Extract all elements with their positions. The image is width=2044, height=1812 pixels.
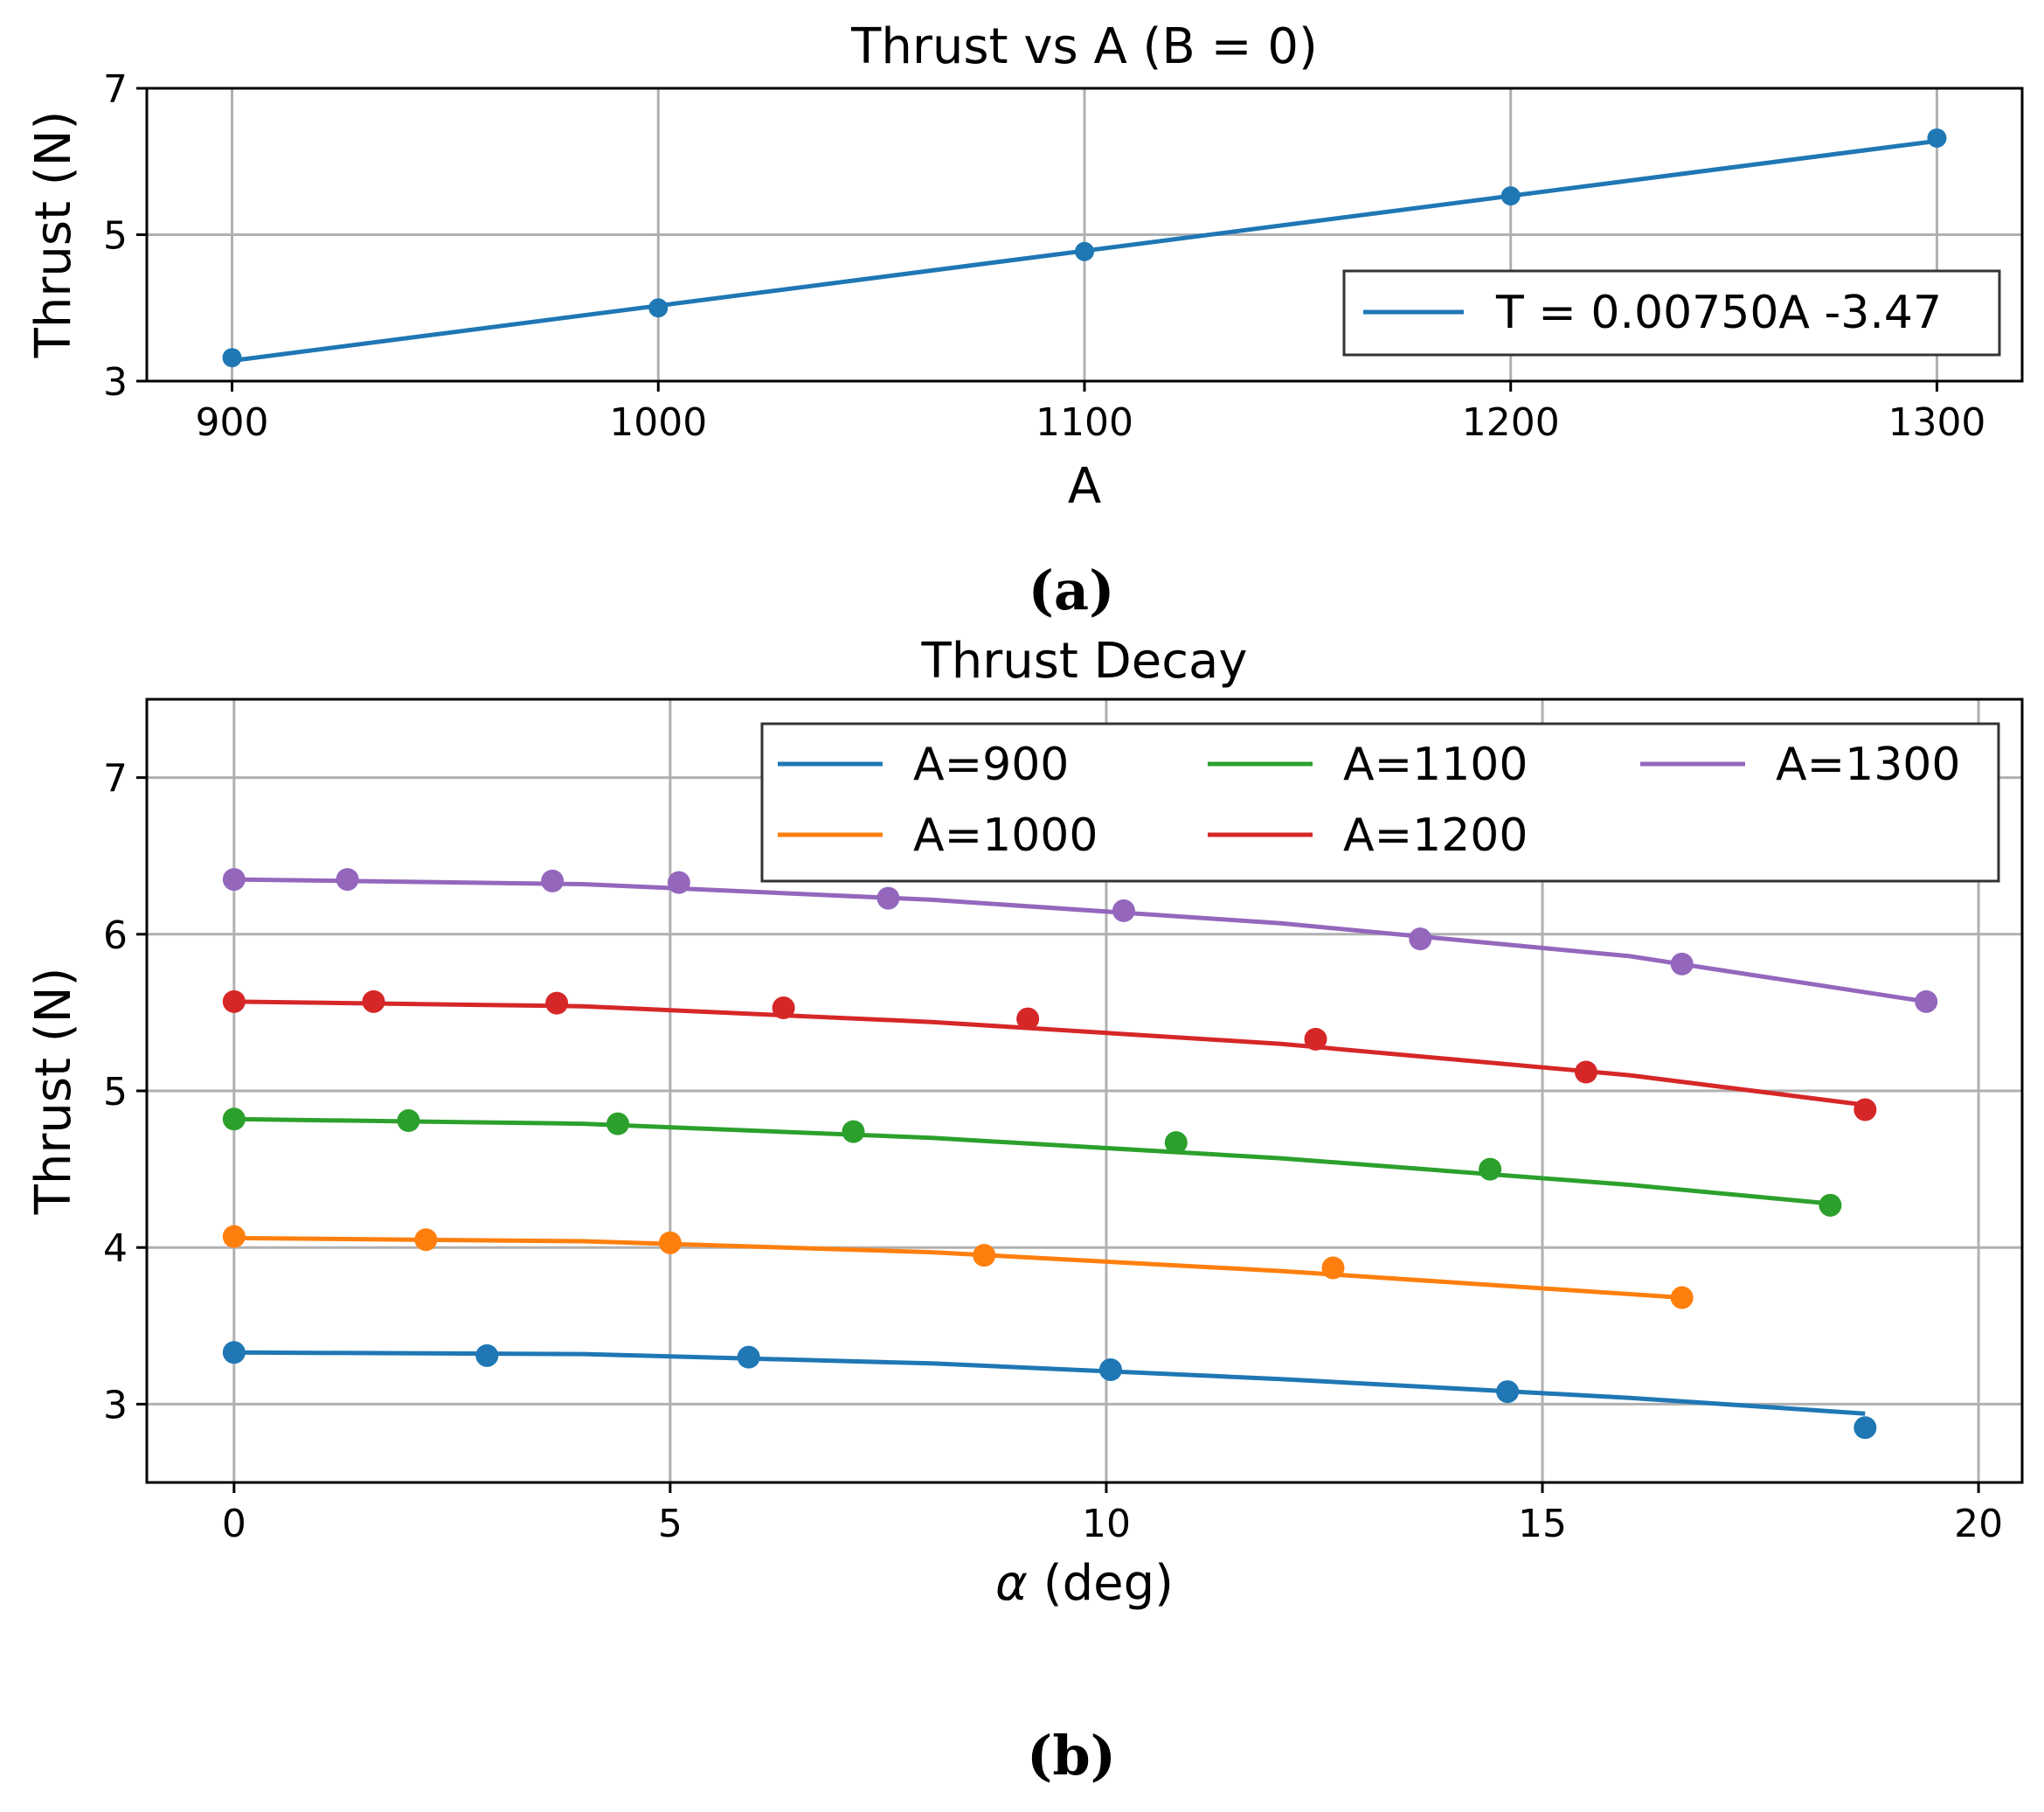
- panel-a-x-tick-label: 1000: [609, 400, 707, 445]
- panel-a-y-axis-label: Thrust (N): [25, 111, 82, 359]
- panel-b-data-point-a-1100: [606, 1112, 629, 1135]
- panel-b-legend-frame: [760, 722, 2000, 883]
- panel-a-legend: T = 0.00750A -3.47: [1342, 269, 2001, 357]
- panel-b-chart: 0 5 10 15 20 3 4 5 6 7 Thrust Decay α (deg) Thru…: [25, 633, 2024, 1788]
- panel-a-chart: 900 1000 1100 1200 1300 3 5 7 Thrust vs A (B =…: [25, 18, 2024, 622]
- panel-b-legend: A=900 A=1000 A=1100 A=1200 A=1300: [760, 722, 2000, 883]
- panel-a-data-point-t-0-00750a-3-47: [222, 348, 242, 368]
- panel-b-x-axis-symbol: α: [995, 1555, 1028, 1612]
- panel-b-y-tick-label: 7: [103, 757, 128, 802]
- panel-b-data-point-a-1100: [222, 1107, 246, 1131]
- panel-b-data-point-a-1000: [973, 1244, 996, 1267]
- panel-a-x-tick-label: 1100: [1036, 400, 1133, 445]
- panel-b-data-point-a-1300: [1915, 989, 1938, 1013]
- panel-b-legend-label-a-1000: A=1000: [913, 809, 1098, 862]
- panel-b-data-point-a-1200: [545, 991, 569, 1015]
- panel-a-legend-label: T = 0.00750A -3.47: [1495, 287, 1942, 339]
- panel-b-data-point-a-1000: [1321, 1256, 1345, 1280]
- panel-b-data-point-a-1300: [876, 886, 900, 910]
- panel-b-data-point-a-1100: [1164, 1131, 1188, 1155]
- panel-b-y-ticks: 3 4 5 6 7: [103, 757, 147, 1427]
- panel-b-data-points: [222, 868, 1938, 1440]
- panel-a-data-points: [222, 128, 1947, 368]
- panel-a-x-tick-label: 900: [196, 400, 269, 445]
- panel-b-legend-label-a-1100: A=1100: [1343, 739, 1528, 791]
- panel-b-data-point-a-1200: [772, 996, 795, 1020]
- panel-b-data-point-a-1300: [1409, 927, 1432, 951]
- panel-b-data-point-a-1100: [842, 1120, 865, 1143]
- panel-b-data-point-a-1300: [541, 869, 565, 892]
- panel-b-data-point-a-1300: [1670, 952, 1694, 975]
- panel-a-data-point-t-0-00750a-3-47: [1500, 186, 1521, 206]
- panel-b-x-tick-label: 10: [1082, 1502, 1131, 1546]
- panel-b-caption: (b): [1027, 1724, 1116, 1788]
- panel-b-data-point-a-1200: [362, 989, 385, 1013]
- panel-a-x-axis-label: A: [1068, 458, 1101, 515]
- panel-b-data-point-a-900: [1496, 1380, 1520, 1404]
- panel-b-data-point-a-1200: [1574, 1060, 1597, 1084]
- panel-b-y-axis-label: Thrust (N): [25, 968, 82, 1216]
- panel-a-data-point-t-0-00750a-3-47: [1075, 241, 1094, 261]
- panel-b-y-tick-label: 6: [103, 913, 128, 958]
- panel-b-y-tick-label: 5: [103, 1070, 128, 1114]
- panel-b-data-point-a-1100: [1479, 1157, 1502, 1181]
- panel-a-y-tick-label: 5: [103, 214, 128, 259]
- panel-b-y-tick-label: 3: [103, 1383, 128, 1427]
- panel-a-title: Thrust vs A (B = 0): [850, 18, 1318, 75]
- panel-b-x-tick-label: 0: [222, 1502, 246, 1546]
- panel-b-title: Thrust Decay: [921, 633, 1248, 690]
- panel-a-caption: (a): [1029, 559, 1115, 622]
- panel-b-data-point-a-1100: [1819, 1193, 1842, 1217]
- panel-b-y-tick-label: 4: [103, 1226, 128, 1271]
- panel-b-data-point-a-1000: [222, 1225, 246, 1248]
- panel-b-x-tick-label: 5: [658, 1502, 682, 1546]
- panel-a-data-point-t-0-00750a-3-47: [1927, 128, 1947, 148]
- panel-b-data-point-a-1200: [1853, 1098, 1877, 1121]
- panel-b-data-point-a-1000: [1670, 1286, 1694, 1309]
- panel-b-data-point-a-1000: [658, 1231, 682, 1254]
- panel-b-data-point-a-1100: [397, 1109, 420, 1133]
- panel-b-data-point-a-1300: [1112, 899, 1135, 922]
- panel-b-series-line-a-1100: [233, 1116, 1831, 1206]
- panel-b-data-point-a-1300: [667, 871, 690, 894]
- panel-a-x-ticks: 900 1000 1100 1200 1300: [196, 381, 1985, 445]
- panel-b-series-line-a-1200: [233, 999, 1866, 1107]
- panel-b-x-tick-label: 20: [1954, 1502, 2003, 1546]
- panel-b-legend-label-a-1200: A=1200: [1343, 809, 1528, 862]
- panel-b-series-line-a-1000: [233, 1235, 1682, 1300]
- panel-a-x-tick-label: 1300: [1888, 400, 1985, 445]
- panel-a-y-tick-label: 3: [103, 360, 128, 405]
- panel-b-legend-label-a-1300: A=1300: [1776, 739, 1960, 791]
- panel-b-x-ticks: 0 5 10 15 20: [222, 1482, 2003, 1546]
- panel-b-data-point-a-900: [1853, 1416, 1877, 1440]
- panel-b-data-point-a-900: [737, 1345, 760, 1369]
- panel-b-data-point-a-1300: [222, 868, 246, 892]
- panel-a-y-tick-label: 7: [103, 67, 128, 112]
- panel-b-x-axis-unit: (deg): [1028, 1555, 1174, 1612]
- panel-b-data-point-a-1300: [336, 868, 359, 892]
- panel-b-data-point-a-1200: [1304, 1027, 1327, 1051]
- panel-b-data-point-a-900: [1098, 1357, 1122, 1381]
- panel-a-data-point-t-0-00750a-3-47: [648, 298, 669, 318]
- panel-b-data-point-a-1000: [414, 1228, 438, 1252]
- panel-b-legend-label-a-900: A=900: [913, 739, 1069, 791]
- panel-b-x-tick-label: 15: [1518, 1502, 1567, 1546]
- panel-b-x-axis-label: α (deg): [995, 1555, 1174, 1612]
- panel-b-data-point-a-900: [222, 1341, 246, 1364]
- panel-a-y-ticks: 3 5 7: [103, 67, 147, 405]
- panel-b-series-line-a-1300: [233, 877, 1927, 1004]
- panel-b-data-point-a-900: [475, 1343, 499, 1367]
- panel-b-data-point-a-1200: [222, 989, 246, 1013]
- panel-a-x-tick-label: 1200: [1462, 400, 1560, 445]
- panel-b-data-point-a-1200: [1016, 1007, 1040, 1031]
